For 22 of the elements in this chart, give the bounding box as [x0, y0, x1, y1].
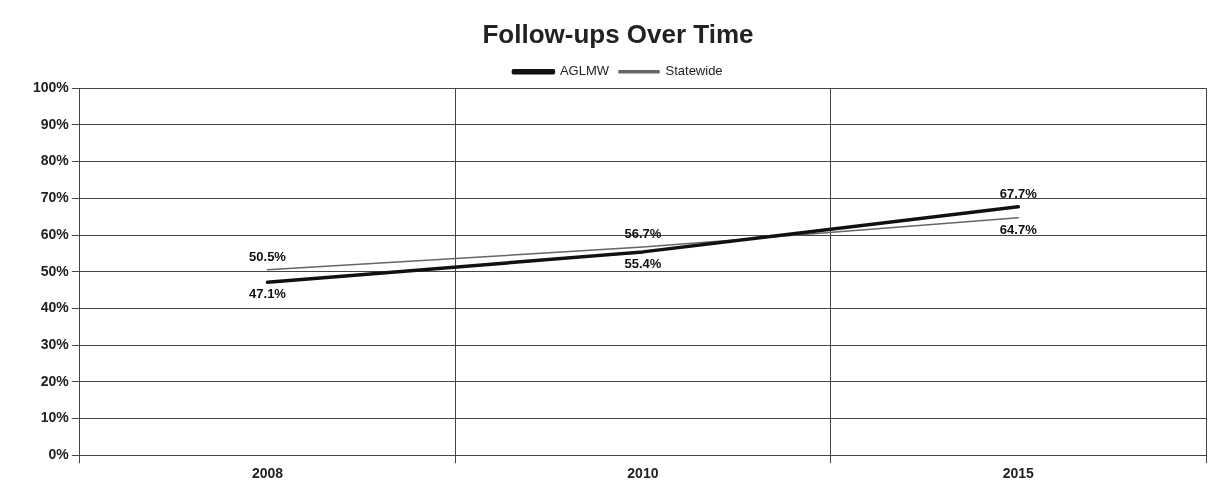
- data-label: 55.4%: [624, 255, 662, 271]
- y-tick-label: 50%: [40, 262, 70, 279]
- chart-title: Follow-ups Over Time: [482, 18, 754, 49]
- data-label: 64.7%: [999, 221, 1038, 237]
- data-label: 50.5%: [249, 248, 287, 264]
- y-tick-label: 30%: [40, 335, 70, 352]
- data-label: 47.1%: [249, 286, 287, 302]
- x-tick-label: 2008: [251, 465, 284, 482]
- y-tick-label: 40%: [40, 299, 70, 316]
- y-tick-label: 80%: [40, 152, 70, 169]
- y-tick-label: 60%: [40, 225, 70, 242]
- y-tick-label: 100%: [32, 79, 70, 96]
- legend-label: AGLMW: [559, 63, 610, 79]
- x-tick-label: 2015: [1002, 465, 1035, 482]
- x-tick-label: 2010: [627, 465, 659, 482]
- y-tick-label: 0%: [48, 446, 70, 463]
- y-tick-label: 90%: [40, 115, 70, 132]
- legend-label: Statewide: [665, 63, 723, 79]
- data-label: 67.7%: [999, 185, 1038, 201]
- y-tick-label: 70%: [40, 189, 70, 206]
- y-tick-label: 10%: [40, 409, 70, 426]
- y-tick-label: 20%: [40, 372, 70, 389]
